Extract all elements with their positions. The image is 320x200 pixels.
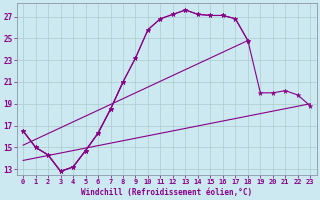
X-axis label: Windchill (Refroidissement éolien,°C): Windchill (Refroidissement éolien,°C) (81, 188, 252, 197)
